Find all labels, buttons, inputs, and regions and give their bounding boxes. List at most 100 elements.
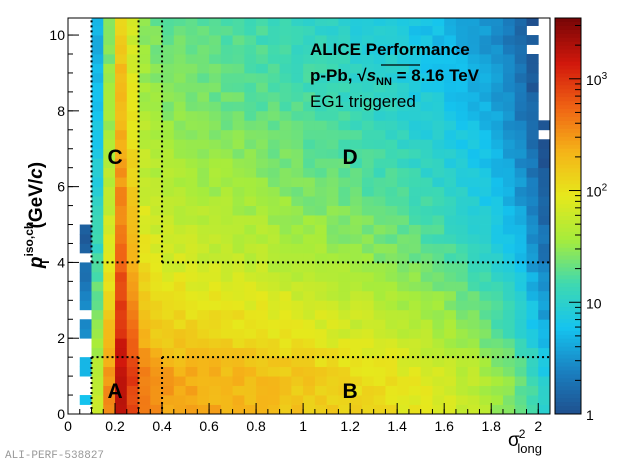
heatmap-cell xyxy=(338,196,351,206)
heatmap-cell xyxy=(150,91,163,102)
heatmap-cell xyxy=(408,328,422,339)
heatmap-cell xyxy=(279,139,292,150)
heatmap-cell xyxy=(491,290,504,301)
heatmap-cell xyxy=(185,215,198,225)
heatmap-cell xyxy=(361,25,375,36)
heatmap-cell xyxy=(420,25,433,36)
x-tick-label: 2 xyxy=(534,418,542,434)
heatmap-cell xyxy=(103,234,116,244)
heatmap-cell xyxy=(408,148,422,159)
heatmap-cell xyxy=(491,35,504,45)
heatmap-cell xyxy=(173,196,186,206)
heatmap-cell xyxy=(303,319,316,330)
heatmap-cell xyxy=(526,177,539,188)
heatmap-cell xyxy=(514,91,527,102)
heatmap-cell xyxy=(103,167,116,178)
heatmap-cell xyxy=(385,215,398,225)
heatmap-cell xyxy=(126,300,139,311)
heatmap-cell xyxy=(385,376,398,386)
heatmap-cell xyxy=(432,101,445,112)
heatmap-cell xyxy=(232,347,245,358)
heatmap-cell xyxy=(150,224,163,235)
heatmap-cell xyxy=(232,319,245,330)
heatmap-cell xyxy=(209,243,222,254)
heatmap-cell xyxy=(444,148,457,159)
heatmap-cell xyxy=(444,205,457,216)
heatmap-cell xyxy=(185,110,198,121)
heatmap-cell xyxy=(103,18,116,26)
heatmap-cell xyxy=(197,404,210,415)
heatmap-cell xyxy=(138,234,151,244)
heatmap-cell xyxy=(126,101,139,112)
heatmap-cell xyxy=(173,376,186,386)
heatmap-cell xyxy=(420,395,433,405)
heatmap-cell xyxy=(267,158,281,169)
heatmap-cell xyxy=(232,338,245,349)
heatmap-cell xyxy=(256,338,269,349)
heatmap-cell xyxy=(338,35,351,45)
heatmap-cell xyxy=(162,215,175,225)
heatmap-cell xyxy=(314,395,328,405)
heatmap-cell xyxy=(385,177,398,188)
heatmap-cell xyxy=(138,328,151,339)
heatmap-cell xyxy=(103,82,116,93)
colorbar-segment xyxy=(555,366,581,371)
heatmap-cell xyxy=(361,404,375,415)
heatmap-cell xyxy=(303,91,316,102)
heatmap-cell xyxy=(197,186,210,197)
heatmap-cell xyxy=(479,129,492,140)
heatmap-cell xyxy=(432,72,445,83)
heatmap-cell xyxy=(338,139,351,150)
colorbar-segment xyxy=(555,101,581,106)
heatmap-cell xyxy=(479,234,492,244)
heatmap-cell xyxy=(350,18,363,26)
heatmap-cell xyxy=(467,376,480,386)
heatmap-cell xyxy=(314,35,328,45)
heatmap-cell xyxy=(338,328,351,339)
heatmap-cell xyxy=(185,205,198,216)
heatmap-cell xyxy=(103,319,116,330)
heatmap-cell xyxy=(385,281,398,292)
colorbar-segment xyxy=(555,350,581,356)
heatmap-cell xyxy=(350,158,363,169)
heatmap-cell xyxy=(115,110,128,121)
heatmap-cell xyxy=(538,262,551,273)
heatmap-cell xyxy=(103,309,116,320)
heatmap-cell xyxy=(256,177,269,188)
colorbar-segment xyxy=(555,378,581,383)
heatmap-cell xyxy=(420,347,433,358)
heatmap-cell xyxy=(432,224,445,235)
heatmap-cell xyxy=(162,44,175,55)
heatmap-cell xyxy=(244,366,257,377)
heatmap-cell xyxy=(397,328,410,339)
heatmap-cell xyxy=(502,395,516,405)
heatmap-cell xyxy=(432,319,445,330)
heatmap-cell xyxy=(326,186,339,197)
heatmap-cell xyxy=(373,196,386,206)
heatmap-cell xyxy=(232,243,245,254)
region-label-c: C xyxy=(107,146,122,169)
heatmap-cell xyxy=(502,177,516,188)
heatmap-cell xyxy=(526,196,539,206)
heatmap-cell xyxy=(197,110,210,121)
heatmap-cell xyxy=(126,281,139,292)
heatmap-cell xyxy=(514,385,527,396)
heatmap-cell xyxy=(256,328,269,339)
heatmap-cell xyxy=(479,395,492,405)
heatmap-cell xyxy=(126,395,139,405)
heatmap-cell xyxy=(338,262,351,273)
heatmap-cell xyxy=(526,224,539,235)
colorbar-segment xyxy=(555,97,581,102)
heatmap-cell xyxy=(350,309,363,320)
heatmap-cell xyxy=(350,186,363,197)
heatmap-cell xyxy=(232,101,245,112)
heatmap-cell xyxy=(91,385,104,396)
heatmap-cell xyxy=(361,205,375,216)
heatmap-cell xyxy=(455,63,469,74)
heatmap-cell xyxy=(338,395,351,405)
heatmap-cell xyxy=(350,196,363,206)
heatmap-cell xyxy=(479,158,492,169)
heatmap-cell xyxy=(162,101,175,112)
heatmap-cell xyxy=(91,309,104,320)
heatmap-cell xyxy=(197,25,210,36)
